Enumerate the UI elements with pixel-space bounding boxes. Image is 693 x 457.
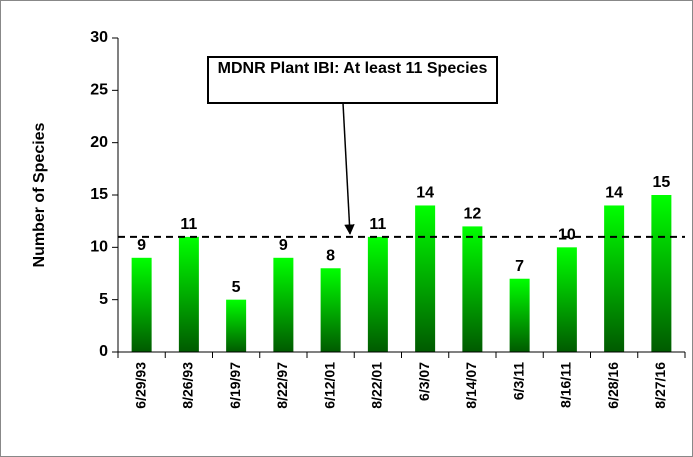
bar xyxy=(320,268,341,352)
x-tick-label: 8/27/16 xyxy=(652,362,668,409)
bar xyxy=(131,257,152,352)
data-label: 14 xyxy=(605,185,623,202)
annotation-text: MDNR Plant IBI: At least 11 Species xyxy=(217,60,488,77)
x-tick-label: 6/29/93 xyxy=(132,362,148,409)
x-tick-label: 8/22/01 xyxy=(369,362,385,409)
x-tick-label: 6/12/01 xyxy=(321,362,337,409)
x-tick-label: 8/16/11 xyxy=(558,362,574,408)
data-label: 5 xyxy=(232,279,241,296)
data-label: 15 xyxy=(652,174,670,191)
data-label: 8 xyxy=(326,247,335,264)
x-tick-label: 8/14/07 xyxy=(463,362,479,409)
bar xyxy=(415,205,436,352)
y-axis-label: Number of Species xyxy=(31,122,48,267)
data-label: 9 xyxy=(137,237,146,254)
data-label: 9 xyxy=(279,237,288,254)
y-tick-label: 20 xyxy=(90,134,108,151)
data-label: 10 xyxy=(558,227,576,244)
bar xyxy=(178,236,199,352)
bar xyxy=(273,257,294,352)
y-tick-label: 10 xyxy=(90,239,108,256)
x-tick-label: 8/22/97 xyxy=(274,362,290,409)
bar xyxy=(604,205,625,352)
x-tick-label: 8/26/93 xyxy=(180,362,196,409)
data-label: 7 xyxy=(515,258,524,275)
x-tick-label: 6/28/16 xyxy=(605,362,621,409)
annotation: MDNR Plant IBI: At least 11 Species xyxy=(217,60,488,77)
annotation-arrow xyxy=(342,102,355,235)
bar xyxy=(367,236,388,352)
y-tick-label: 0 xyxy=(99,343,108,360)
bar xyxy=(509,278,530,352)
bar xyxy=(226,299,247,352)
data-label: 14 xyxy=(416,185,434,202)
x-tick-label: 6/3/07 xyxy=(416,362,432,401)
data-label: 12 xyxy=(463,206,481,223)
y-tick-label: 5 xyxy=(99,291,108,308)
y-tick-label: 15 xyxy=(90,186,108,203)
data-label: 11 xyxy=(180,216,197,233)
x-tick-label: 6/19/97 xyxy=(227,362,243,409)
bar xyxy=(462,226,483,352)
annotation-box xyxy=(207,56,498,104)
bar xyxy=(651,195,672,352)
y-tick-label: 30 xyxy=(90,29,108,46)
x-tick-label: 6/3/11 xyxy=(510,362,526,400)
bar xyxy=(556,247,577,352)
y-tick-label: 25 xyxy=(90,82,108,99)
data-label: 11 xyxy=(369,216,386,233)
